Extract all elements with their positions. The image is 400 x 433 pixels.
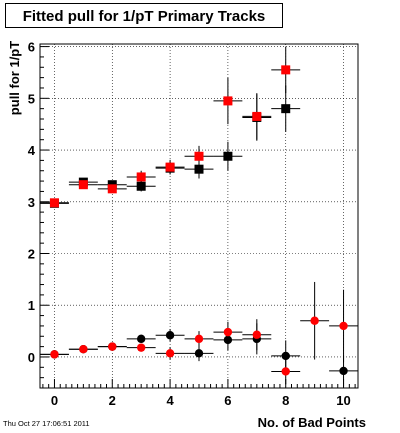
chart-title-box: Fitted pull for 1/pT Primary Tracks	[5, 3, 283, 28]
x-tick-label: 8	[282, 393, 289, 408]
data-point-square	[194, 164, 204, 174]
y-tick-label: 1	[28, 298, 35, 313]
data-point-circle	[108, 342, 117, 351]
data-point-circle	[339, 321, 348, 331]
y-tick-label: 4	[28, 143, 36, 158]
data-point-circle	[165, 331, 175, 340]
data-point-circle	[339, 366, 348, 376]
data-point-circle	[136, 334, 146, 344]
data-point-circle	[223, 327, 233, 337]
data-point-square	[252, 111, 262, 121]
data-point-circle	[79, 345, 88, 354]
data-point-square	[136, 181, 146, 191]
x-tick-label: 6	[224, 393, 231, 408]
data-point-circle	[223, 335, 233, 345]
data-point-square	[49, 198, 59, 208]
x-tick-label: 2	[109, 393, 116, 408]
data-point-circle	[252, 330, 262, 339]
data-point-square	[107, 184, 117, 194]
data-point-square	[223, 151, 233, 161]
data-point-circle	[165, 349, 175, 358]
y-tick-label: 6	[28, 40, 35, 55]
x-tick-label: 4	[166, 393, 174, 408]
data-point-square	[194, 151, 204, 161]
x-tick-label: 10	[336, 393, 350, 408]
y-tick-label: 2	[28, 247, 35, 262]
y-tick-label: 0	[28, 350, 35, 365]
data-point-square	[223, 96, 233, 106]
y-tick-label: 3	[28, 195, 35, 210]
data-point-circle	[50, 350, 59, 359]
data-point-square	[281, 65, 291, 75]
chart-title: Fitted pull for 1/pT Primary Tracks	[22, 8, 266, 25]
x-axis-label: No. of Bad Points	[258, 415, 366, 430]
y-tick-label: 5	[28, 91, 35, 106]
data-point-circle	[310, 316, 319, 325]
tick-labels: 0 2 4 6 8 10 0 1 2 3 4 5 6	[28, 40, 351, 408]
x-tick-label: 0	[51, 393, 58, 408]
data-point-circle	[136, 343, 146, 352]
timestamp: Thu Oct 27 17:06:51 2011	[3, 419, 90, 428]
data-point-square	[281, 104, 291, 114]
data-markers	[49, 65, 348, 376]
y-axis-label: pull for 1/pT	[7, 41, 22, 115]
axis-ticks	[40, 46, 356, 389]
data-point-circle	[281, 367, 290, 376]
data-point-square	[165, 162, 175, 172]
data-point-circle	[194, 334, 204, 344]
data-point-circle	[281, 351, 290, 361]
data-point-square	[136, 172, 146, 182]
data-point-square	[78, 180, 88, 190]
data-point-circle	[194, 349, 204, 358]
